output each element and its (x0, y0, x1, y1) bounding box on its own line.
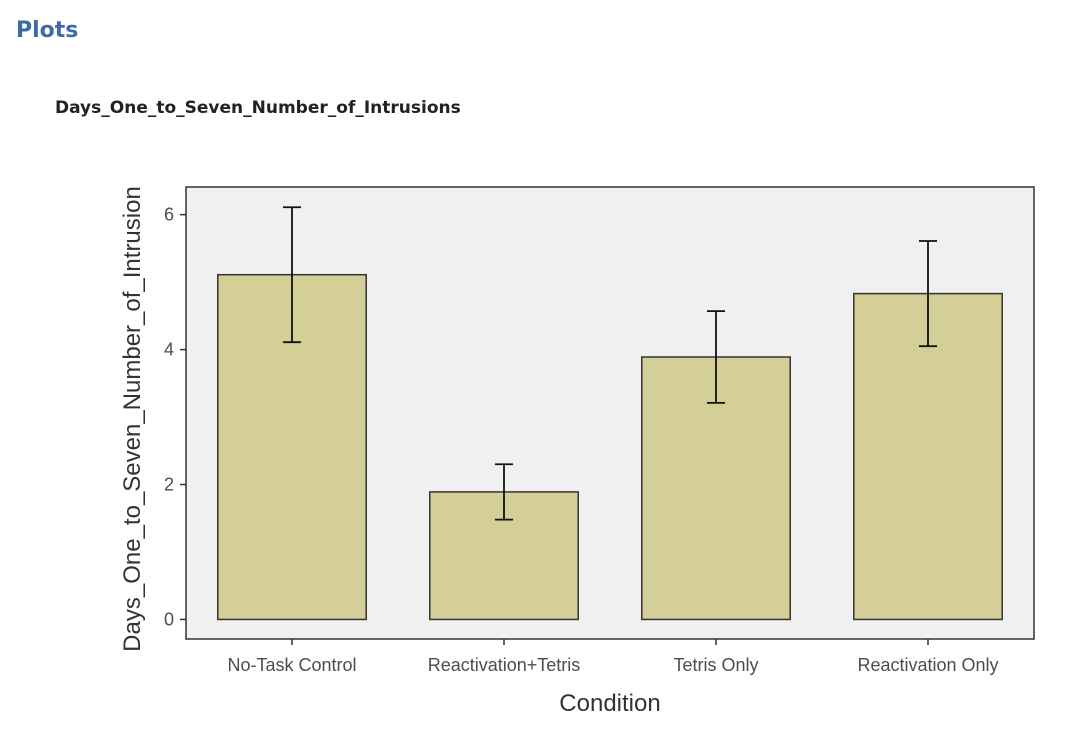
section-title: Plots (16, 18, 79, 43)
y-axis-title: Days_One_to_Seven_Number_of_Intrusion (119, 186, 146, 652)
y-tick-label: 6 (164, 205, 174, 225)
x-tick-label: Tetris Only (673, 655, 758, 675)
error-bar-0 (283, 206, 301, 344)
bar-3 (853, 292, 1003, 621)
x-axis-title: Condition (559, 690, 660, 717)
x-tick-label: No-Task Control (227, 655, 356, 675)
y-tick-label: 4 (164, 340, 174, 360)
x-axis: No-Task Control Reactivation+Tetris Tetris… (227, 639, 999, 675)
y-tick-label: 0 (164, 609, 174, 629)
y-tick-label: 2 (164, 475, 174, 495)
error-bar-1 (495, 463, 513, 521)
error-bar-3 (919, 240, 937, 348)
plot-title: Days_One_to_Seven_Number_of_Intrusions (55, 98, 461, 118)
error-bar-2 (707, 310, 725, 404)
y-axis: 0 2 4 6 (164, 205, 186, 629)
error-bars-group (283, 206, 937, 521)
x-tick-label: Reactivation Only (857, 655, 998, 675)
x-tick-label: Reactivation+Tetris (428, 655, 581, 675)
